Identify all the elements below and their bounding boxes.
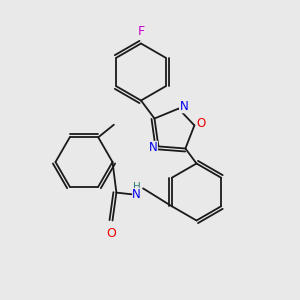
Text: N: N [179, 100, 188, 113]
Text: N: N [132, 188, 141, 201]
Text: H: H [133, 182, 140, 193]
Text: F: F [137, 25, 145, 38]
Text: O: O [196, 117, 206, 130]
Text: N: N [148, 141, 158, 154]
Text: O: O [106, 227, 116, 240]
